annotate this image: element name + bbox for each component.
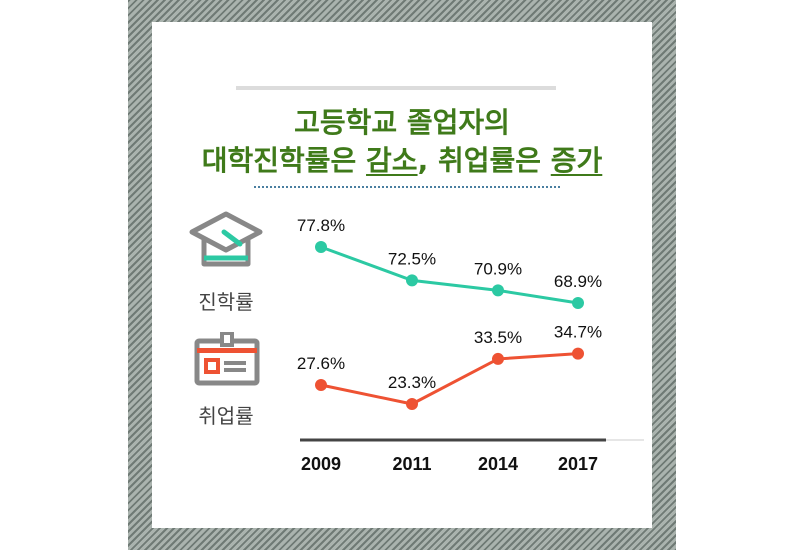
data-label-employment: 27.6%	[297, 354, 345, 373]
data-label-employment: 23.3%	[388, 373, 436, 392]
x-tick-label: 2011	[392, 454, 431, 474]
x-tick-label: 2017	[558, 454, 598, 474]
x-tick-label: 2009	[301, 454, 341, 474]
data-point-employment	[572, 347, 584, 360]
plot-area: 77.8% 72.5% 70.9% 68.9% 27.6% 23.3% 33.5% 34.7%…	[297, 216, 602, 474]
data-label-enrollment: 68.9%	[554, 272, 602, 291]
legend-enrollment-label: 진학률	[198, 290, 254, 314]
title-part-1: 대학진학률은	[201, 144, 367, 177]
data-point-enrollment	[572, 297, 584, 309]
data-point-enrollment	[492, 284, 504, 297]
infographic-card	[152, 22, 652, 528]
data-label-enrollment: 77.8%	[297, 216, 345, 235]
x-tick-label: 2014	[478, 454, 518, 474]
data-label-enrollment: 72.5%	[388, 249, 436, 268]
data-point-enrollment	[406, 274, 418, 287]
chart-title: 고등학교 졸업자의 대학진학률은 감소, 취업률은 증가	[152, 104, 652, 180]
title-part-2: , 취업률은	[417, 144, 551, 177]
graduation-cap-icon	[189, 211, 263, 267]
data-point-employment	[315, 379, 327, 391]
data-point-enrollment	[315, 241, 327, 253]
data-point-employment	[492, 352, 504, 365]
id-badge-icon	[194, 332, 260, 386]
title-highlight-decrease: 감소	[366, 144, 418, 177]
legend-employment-label: 취업률	[198, 404, 254, 428]
title-line-1: 고등학교 졸업자의	[294, 106, 510, 139]
top-divider	[236, 86, 556, 90]
series-line-enrollment	[320, 245, 579, 305]
data-label-employment: 34.7%	[554, 323, 602, 342]
data-label-employment: 33.5%	[474, 328, 522, 347]
data-label-enrollment: 70.9%	[474, 259, 522, 278]
series-line-employment	[320, 352, 579, 406]
dotted-divider	[254, 186, 560, 188]
data-point-employment	[406, 398, 418, 410]
title-highlight-increase: 증가	[550, 144, 603, 177]
title-line-2: 대학진학률은 감소, 취업률은 증가	[152, 142, 652, 180]
